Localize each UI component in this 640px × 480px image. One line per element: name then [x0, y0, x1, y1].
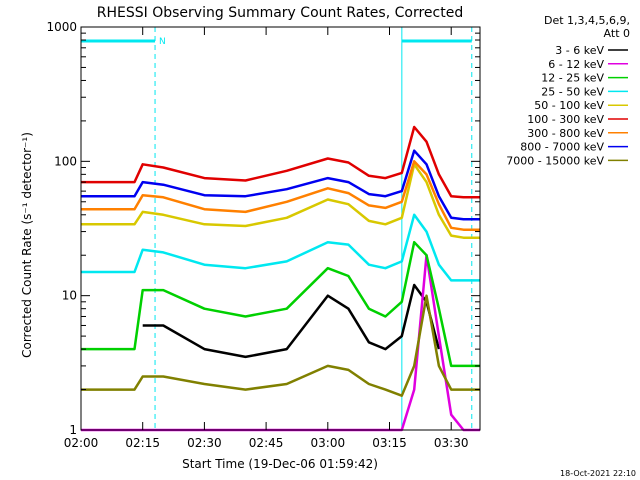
series-line	[81, 240, 480, 368]
axes-layer: 02:00 02:15 02:30 02:45 03:00 03:15 03:30 1 10 10…	[46, 20, 481, 450]
legend-header-line1: Det 1,3,4,5,6,9,	[544, 14, 630, 27]
x-tick-label: 03:00	[311, 436, 346, 450]
series-line	[81, 163, 480, 239]
x-tick-label: 03:15	[372, 436, 407, 450]
series-line	[81, 125, 480, 199]
series-line	[81, 149, 480, 221]
legend-label: 12 - 25 keV	[541, 72, 604, 85]
footer-date: 18-Oct-2021 22:10	[560, 469, 636, 478]
chart-title: RHESSI Observing Summary Count Rates, Co…	[97, 5, 463, 21]
series-line	[81, 160, 480, 231]
legend-label: 800 - 7000 keV	[520, 141, 604, 154]
legend-label: 25 - 50 keV	[541, 85, 604, 98]
series-line	[142, 283, 441, 359]
plot-frame	[80, 26, 481, 431]
x-tick-label: 03:30	[434, 436, 469, 450]
y-tick-label: 1	[69, 423, 77, 437]
legend-header-line2: Att 0	[604, 27, 630, 40]
attenuator-marker-label: N	[159, 37, 166, 47]
series-line	[81, 213, 480, 282]
series-line	[81, 294, 480, 397]
y-tick-label: 1000	[46, 20, 77, 34]
x-tick-label: 02:30	[187, 436, 222, 450]
legend-label: 300 - 800 keV	[527, 127, 604, 140]
y-axis-label: Corrected Count Rate (s⁻¹ detector⁻¹)	[20, 132, 34, 358]
y-tick-label: 100	[54, 154, 77, 168]
x-tick-label: 02:00	[64, 436, 99, 450]
legend-label: 3 - 6 keV	[555, 44, 604, 57]
legend-label: 100 - 300 keV	[527, 113, 604, 126]
legend-label: 7000 - 15000 keV	[506, 154, 604, 167]
y-tick-label: 10	[62, 289, 77, 303]
x-axis-label: Start Time (19-Dec-06 01:59:42)	[182, 457, 378, 471]
x-tick-label: 02:45	[249, 436, 284, 450]
x-tick-label: 02:15	[125, 436, 160, 450]
legend-label: 6 - 12 keV	[548, 58, 604, 71]
legend-label: 50 - 100 keV	[534, 99, 604, 112]
